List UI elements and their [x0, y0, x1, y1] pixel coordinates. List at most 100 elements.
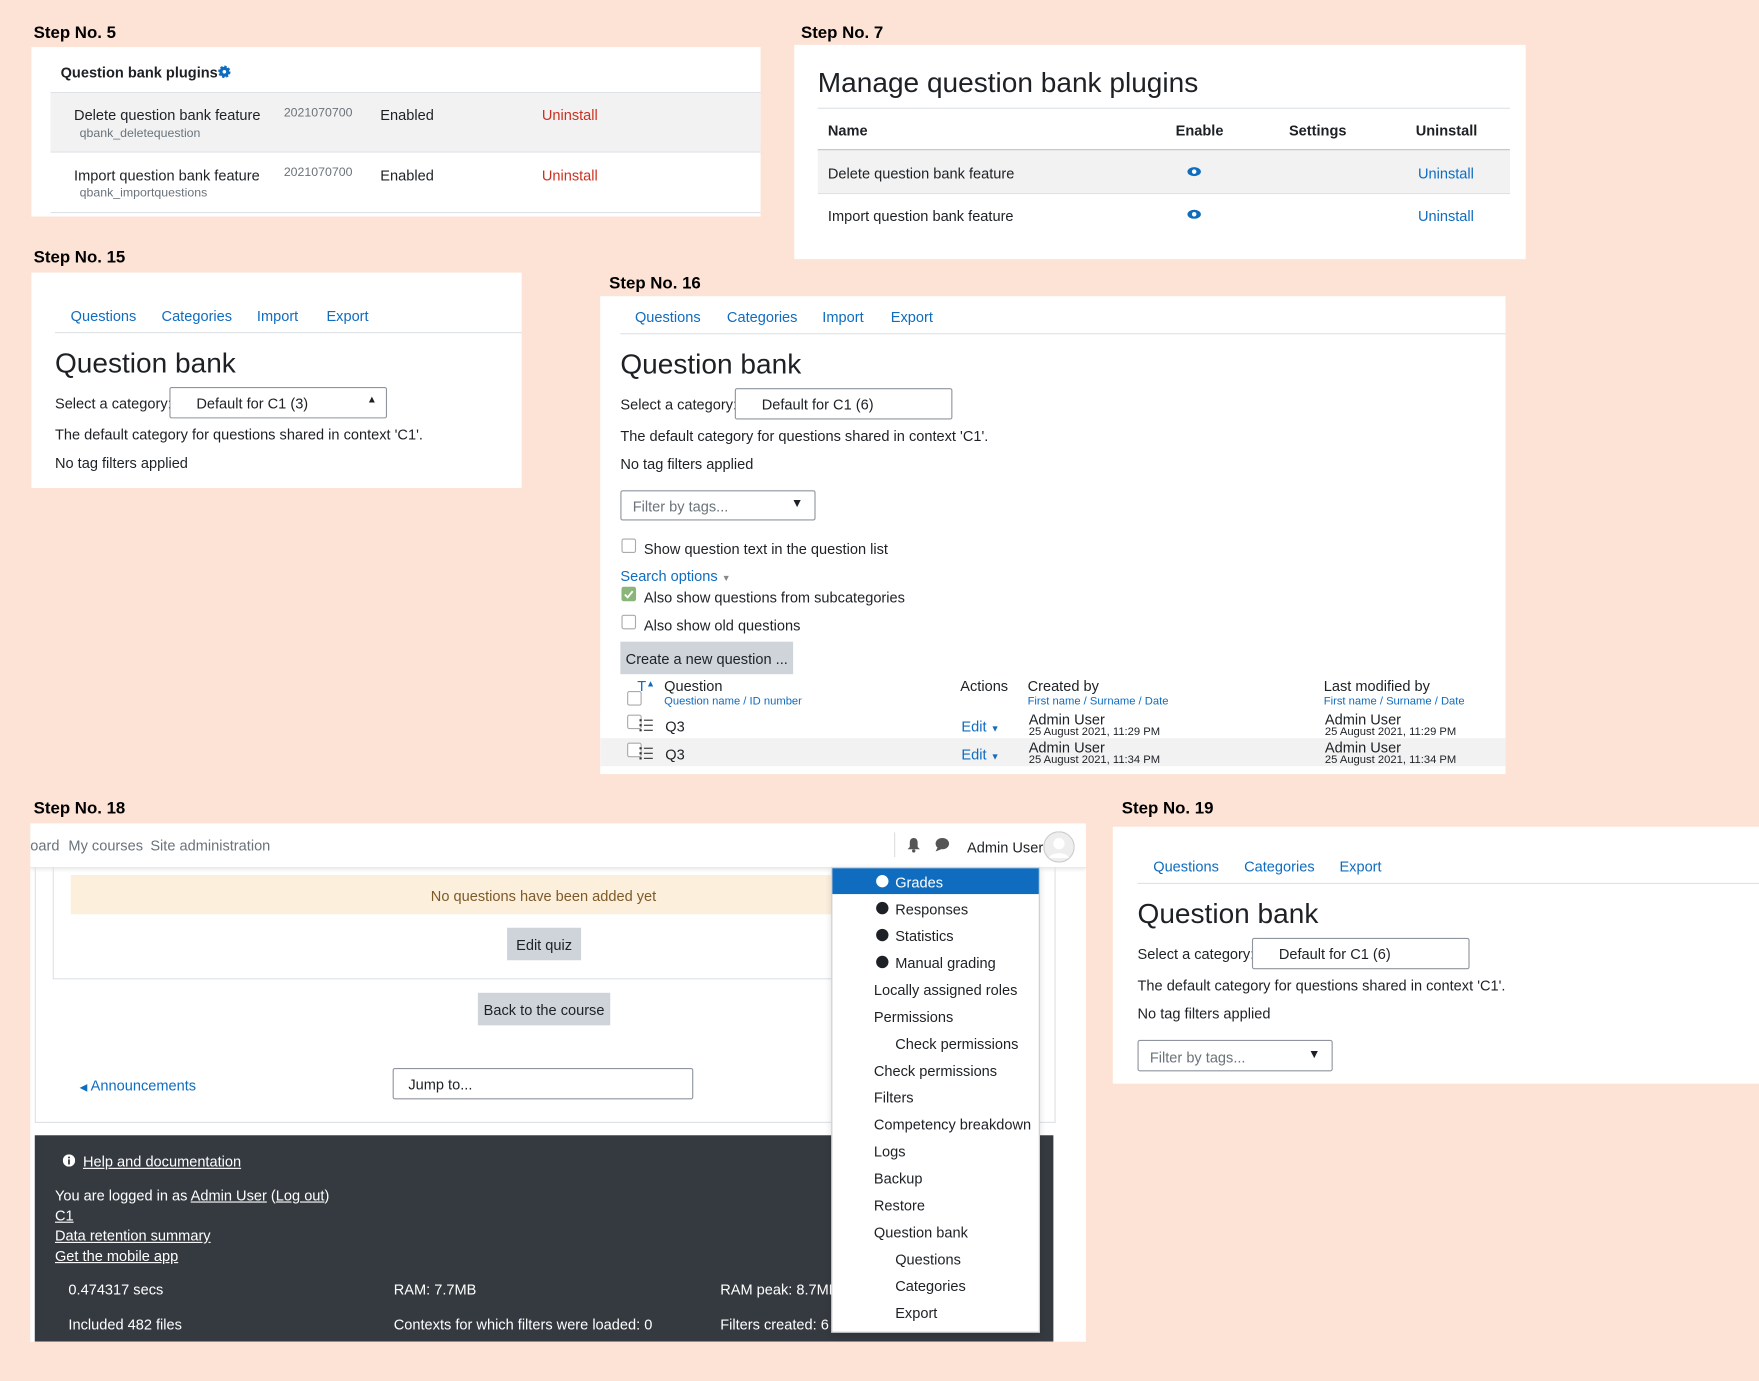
tab[interactable]: Categories [726, 308, 798, 326]
menu-item[interactable]: Statistics [895, 927, 954, 945]
edit-menu[interactable]: Edit ▼ [961, 718, 999, 735]
plugin-name: Delete question bank feature [827, 164, 1015, 182]
type-icon [639, 719, 653, 732]
sort-links[interactable]: Question name / ID number [664, 695, 802, 708]
help-link[interactable]: Help and documentation [83, 1153, 242, 1171]
checkbox[interactable] [627, 742, 642, 758]
menu-item[interactable]: Check permissions [873, 1062, 998, 1080]
checkbox[interactable] [621, 538, 637, 554]
column-header: Enable [1175, 122, 1224, 140]
row-bg [600, 738, 1506, 767]
jump-select[interactable]: Jump to... [392, 1067, 694, 1100]
menu-item[interactable]: Filters [873, 1089, 914, 1107]
notice-text: No questions have been added yet [430, 887, 657, 905]
logout-link[interactable]: Log out [275, 1186, 325, 1204]
tab[interactable]: Export [326, 307, 369, 325]
stat: 0.474317 secs [68, 1281, 164, 1298]
menu-item[interactable]: Check permissions [895, 1035, 1019, 1053]
dropdown-arrow: ▼ [1308, 1047, 1321, 1062]
user-link[interactable]: Admin User [190, 1186, 267, 1204]
question-name: Q3 [665, 746, 685, 763]
nav-link[interactable]: Site administration [150, 836, 271, 854]
category-select[interactable]: Default for C1 (6) [734, 388, 953, 420]
tag-filter[interactable]: Filter by tags... ▼ [1137, 1039, 1333, 1072]
footer-link[interactable]: C1 [54, 1207, 74, 1224]
menu-item[interactable]: Export [895, 1304, 938, 1322]
link-text: Edit [961, 746, 987, 763]
search-options-link[interactable]: Search options ▼ [620, 568, 730, 585]
tab[interactable]: Categories [1244, 858, 1315, 876]
tab[interactable]: Import [256, 307, 299, 325]
menu-item[interactable]: Logs [873, 1143, 906, 1160]
menu-item[interactable]: Competency breakdown [873, 1116, 1032, 1134]
stat: Included 482 files [68, 1315, 182, 1333]
menu-item[interactable]: Responses [895, 900, 969, 918]
plugin-name: Import question bank feature [827, 207, 1014, 225]
category-select[interactable]: Default for C1 (3) ▲ [169, 387, 388, 419]
edit-quiz-button[interactable]: Edit quiz [507, 927, 582, 961]
nav-link[interactable]: My courses [68, 836, 143, 854]
user-name[interactable]: Admin User [967, 839, 1044, 856]
select-label: Select a category: [620, 395, 738, 413]
sort-links[interactable]: First name / Surname / Date [1323, 695, 1465, 708]
status: Enabled [380, 106, 434, 124]
select-arrow: ▲ [366, 393, 377, 405]
menu-highlight [832, 868, 1039, 895]
checkbox[interactable] [627, 691, 642, 706]
category-select[interactable]: Default for C1 (6) [1251, 937, 1470, 970]
eye-icon[interactable] [1187, 166, 1202, 177]
step-label: Step No. 5 [33, 23, 116, 43]
uninstall-link[interactable]: Uninstall [1417, 164, 1474, 182]
menu-item[interactable]: Categories [895, 1277, 966, 1295]
menu-item[interactable]: Restore [873, 1196, 925, 1214]
create-button[interactable]: Create a new question ... [620, 641, 794, 675]
menu-item[interactable]: Question bank [873, 1223, 968, 1241]
uninstall-link[interactable]: Uninstall [541, 106, 598, 124]
tag-status: No tag filters applied [1137, 1005, 1271, 1022]
previous-link[interactable]: ◀ Announcements [80, 1077, 196, 1094]
question-name: Q3 [665, 717, 685, 735]
tab[interactable]: Questions [1153, 858, 1219, 876]
bell-icon[interactable] [906, 837, 921, 853]
uninstall-link[interactable]: Uninstall [1417, 207, 1474, 225]
checkbox[interactable] [627, 714, 642, 730]
uninstall-link[interactable]: Uninstall [541, 167, 598, 184]
avatar[interactable] [1043, 831, 1075, 863]
menu-item[interactable]: Manual grading [895, 954, 996, 972]
text: ( [270, 1186, 276, 1204]
menu-item[interactable]: Grades [895, 873, 944, 891]
eye-icon[interactable] [1187, 209, 1202, 220]
menu-item[interactable]: Permissions [873, 1008, 954, 1026]
tab[interactable]: Export [1339, 858, 1382, 876]
footer-link[interactable]: Data retention summary [54, 1227, 211, 1245]
tab[interactable]: Questions [634, 308, 701, 326]
menu-item[interactable]: Backup [873, 1170, 923, 1187]
menu-item[interactable]: Questions [895, 1250, 961, 1268]
checkbox[interactable] [621, 614, 637, 630]
nav-link[interactable]: oard [30, 836, 60, 854]
tab[interactable]: Export [890, 308, 933, 326]
tab[interactable]: Categories [161, 307, 233, 325]
chat-icon[interactable] [934, 837, 950, 852]
panel: Questions Categories Import Export Quest… [600, 296, 1506, 775]
edit-menu[interactable]: Edit ▼ [961, 746, 999, 763]
select-value: Default for C1 (6) [761, 395, 874, 413]
plugin-code: qbank_deletequestion [79, 126, 201, 141]
sort-type[interactable]: T▲ [637, 678, 655, 695]
footer-link[interactable]: Get the mobile app [54, 1247, 179, 1265]
stat: Contexts for which filters were loaded: … [393, 1315, 653, 1333]
tag-filter[interactable]: Filter by tags... ▼ [620, 490, 816, 521]
menu-item[interactable]: Locally assigned roles [873, 981, 1018, 999]
checkbox-checked[interactable] [621, 586, 637, 602]
header-text: T [637, 677, 647, 695]
column-header: Last modified by [1323, 677, 1430, 695]
panel: oard My courses Site administration Admi… [30, 823, 1086, 1342]
back-button[interactable]: Back to the course [477, 992, 611, 1026]
tab[interactable]: Import [822, 308, 864, 326]
column-header: Created by [1027, 677, 1099, 695]
tab[interactable]: Questions [70, 307, 137, 325]
select-value: Default for C1 (6) [1278, 945, 1391, 963]
sort-links[interactable]: First name / Surname / Date [1027, 695, 1169, 708]
page-title: Question bank [1137, 898, 1319, 930]
